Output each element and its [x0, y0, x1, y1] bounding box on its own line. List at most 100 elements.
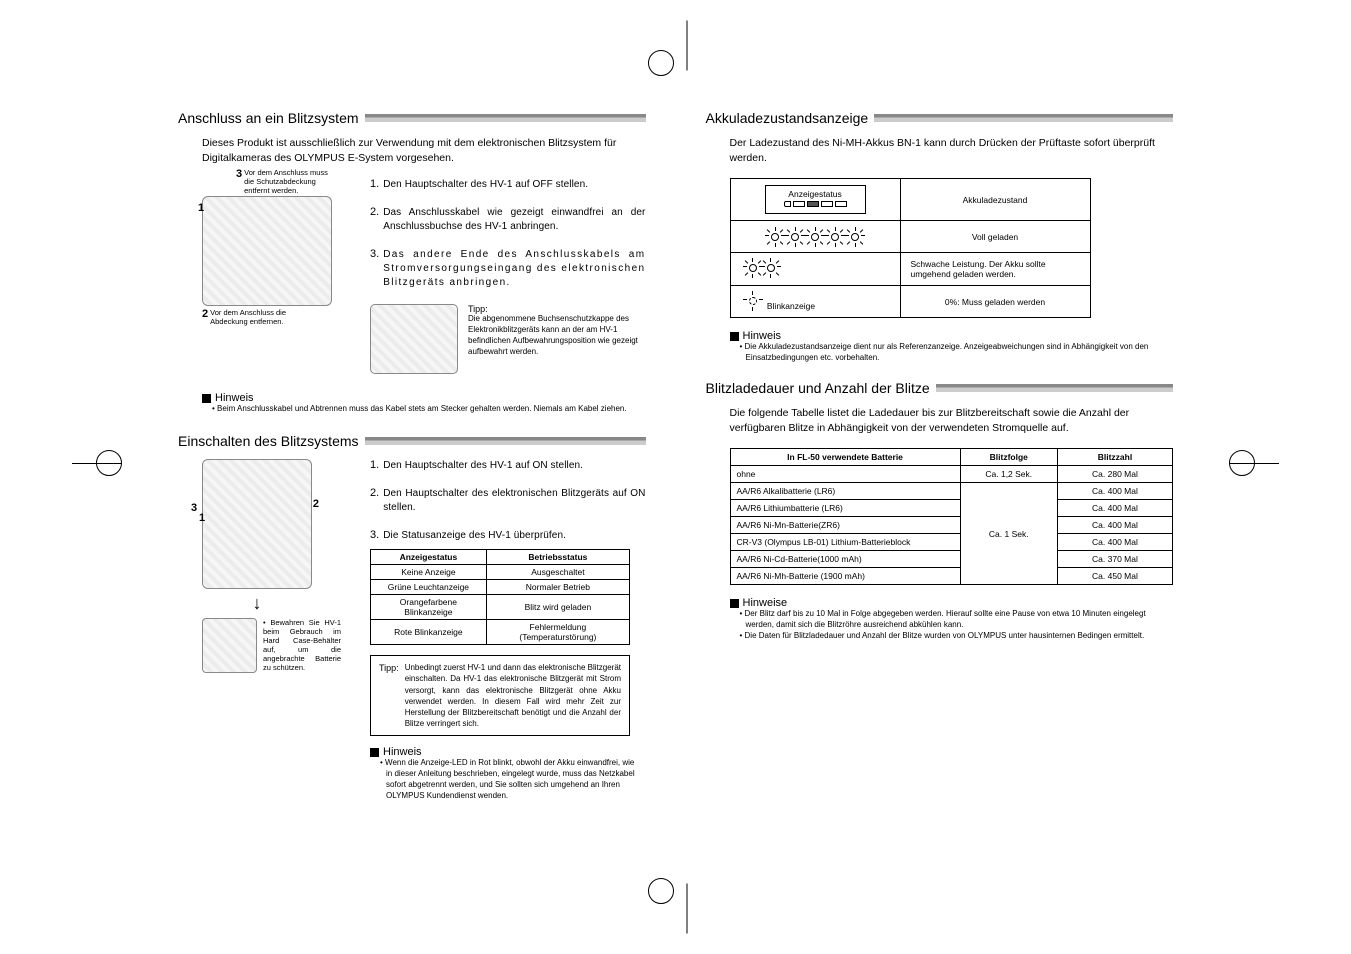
led-icon: [763, 260, 779, 276]
td: Ca. 280 Mal: [1057, 466, 1172, 483]
hinweis-title: Hinweis: [370, 746, 646, 758]
desc-full: Voll geladen: [900, 221, 1090, 253]
section-header: Anschluss an ein Blitzsystem: [178, 110, 646, 126]
section-header: Einschalten des Blitzsystems: [178, 433, 646, 449]
td: Keine Anzeige: [371, 565, 487, 580]
illustration-hv1: 3 1 2: [202, 459, 312, 589]
note-text: Wenn die Anzeige-LED in Rot blinkt, obwo…: [385, 758, 635, 799]
hinweise-title: Hinweise: [730, 597, 1174, 609]
td: CR-V3 (Olympus LB-01) Lithium-Batteriebl…: [730, 534, 960, 551]
step-num: 2.: [370, 487, 379, 515]
note-text: Beim Anschlusskabel und Abtrennen muss d…: [217, 404, 627, 413]
led-blink-icon: [745, 293, 761, 309]
th: Blitzzahl: [1057, 449, 1172, 466]
td: Blitz wird geladen: [486, 595, 629, 620]
tip-illustration: [370, 304, 458, 374]
flash-table: In FL-50 verwendete Batterie Blitzfolge …: [730, 448, 1174, 585]
arrow-down-icon: ↓: [202, 593, 312, 614]
header-label: Anzeigestatus: [784, 189, 847, 199]
step-num: 2.: [370, 206, 379, 234]
td: Ca. 1,2 Sek.: [960, 466, 1057, 483]
td: ohne: [730, 466, 960, 483]
desc-low: Schwache Leistung. Der Akku sollte umgeh…: [900, 253, 1090, 286]
step-text: Den Hauptschalter des HV-1 auf ON stelle…: [383, 459, 583, 473]
note-text: Die Akkuladezustandsanzeige dient nur al…: [745, 342, 1149, 362]
step-text: Das andere Ende des Anschlusskabels am S…: [383, 248, 645, 290]
section-title: Akkuladezustandsanzeige: [706, 110, 869, 126]
right-column: Akkuladezustandsanzeige Der Ladezustand …: [706, 110, 1174, 816]
th: In FL-50 verwendete Batterie: [730, 449, 960, 466]
step-num: 3.: [370, 248, 379, 290]
td: Ca. 400 Mal: [1057, 483, 1172, 500]
battery-indicator-table: Anzeigestatus Akkuladezustand: [730, 178, 1091, 318]
status-table: AnzeigestatusBetriebsstatus Keine Anzeig…: [370, 549, 630, 645]
tip-text: Unbedingt zuerst HV-1 und dann das elekt…: [405, 662, 621, 729]
header-cell: Akkuladezustand: [900, 179, 1090, 221]
td: Rote Blinkanzeige: [371, 620, 487, 645]
led-icon: [807, 229, 823, 245]
tip-text: Die abgenommene Buchsenschutzkappe des E…: [468, 314, 646, 357]
td: Orangefarbene Blinkanzeige: [371, 595, 487, 620]
hinweis-label: Hinweis: [215, 392, 254, 404]
case-note: • Bewahren Sie HV-1 beim Gebrauch im Har…: [263, 618, 341, 672]
section-title: Einschalten des Blitzsystems: [178, 433, 359, 449]
td: Normaler Betrieb: [486, 580, 629, 595]
crop-mark: [96, 450, 122, 476]
intro-text: Die folgende Tabelle listet die Ladedaue…: [730, 406, 1174, 436]
section-bar: [936, 384, 1173, 392]
illustration-placeholder: [202, 196, 332, 306]
step-num: 3.: [370, 529, 379, 543]
label-1: 1: [199, 512, 205, 524]
step-text: Das Anschlusskabel wie gezeigt einwandfr…: [383, 206, 645, 234]
step-text: Die Statusanzeige des HV-1 überprüfen.: [383, 529, 566, 543]
led-icon: [745, 260, 761, 276]
label-2: 2: [313, 498, 319, 510]
th: Anzeigestatus: [371, 550, 487, 565]
td: AA/R6 Lithiumbatterie (LR6): [730, 500, 960, 517]
tip-label: Tipp:: [468, 304, 646, 314]
callout-2-text: Vor dem Anschluss die Abdeckung entferne…: [210, 308, 305, 326]
hinweis-note: • Der Blitz darf bis zu 10 Mal in Folge …: [740, 609, 1174, 631]
led-icon: [827, 229, 843, 245]
callout-1: 1: [198, 202, 204, 214]
status-bar-icon: [784, 201, 847, 207]
hinweis-note: • Beim Anschlusskabel und Abtrennen muss…: [212, 404, 646, 415]
illustration-camera: 3 Vor dem Anschluss muss die Schutzabdec…: [202, 178, 352, 374]
crop-mark: [648, 878, 674, 904]
steps-list: 1.Den Hauptschalter des HV-1 auf OFF ste…: [370, 178, 646, 374]
indicator-blink: Blinkanzeige: [730, 286, 900, 318]
intro-text: Dieses Produkt ist ausschließlich zur Ve…: [202, 136, 646, 166]
header-cell: Anzeigestatus: [730, 179, 900, 221]
desc-empty: 0%: Muss geladen werden: [900, 286, 1090, 318]
td: Ca. 450 Mal: [1057, 568, 1172, 585]
tip-label: Tipp:: [379, 662, 399, 729]
td: AA/R6 Ni-Cd-Batterie(1000 mAh): [730, 551, 960, 568]
td-merged: Ca. 1 Sek.: [960, 483, 1057, 585]
hinweis-title: Hinweis: [202, 392, 646, 404]
hinweis-note: • Die Daten für Blitzladedauer und Anzah…: [740, 631, 1174, 642]
hinweise-label: Hinweise: [743, 597, 788, 609]
led-icon: [767, 229, 783, 245]
td: Ca. 400 Mal: [1057, 500, 1172, 517]
step-text: Den Hauptschalter des elektronischen Bli…: [383, 487, 645, 515]
note-text: Die Daten für Blitzladedauer und Anzahl …: [745, 631, 1145, 640]
td: Ca. 400 Mal: [1057, 517, 1172, 534]
hinweis-title: Hinweis: [730, 330, 1174, 342]
step-text: Den Hauptschalter des HV-1 auf OFF stell…: [383, 178, 588, 192]
crop-mark: [1229, 450, 1255, 476]
td: Ca. 370 Mal: [1057, 551, 1172, 568]
section-header: Akkuladezustandsanzeige: [706, 110, 1174, 126]
section-title: Anschluss an ein Blitzsystem: [178, 110, 359, 126]
callout-3-text: Vor dem Anschluss muss die Schutzabdecku…: [244, 168, 339, 195]
td: AA/R6 Ni-Mh-Batterie (1900 mAh): [730, 568, 960, 585]
callout-2-num: 2: [202, 308, 208, 326]
indicator-full: [730, 221, 900, 253]
td: AA/R6 Ni-Mn-Batterie(ZR6): [730, 517, 960, 534]
led-icon: [787, 229, 803, 245]
section-bar: [365, 114, 646, 122]
case-illustration: [202, 618, 257, 673]
td: Grüne Leuchtanzeige: [371, 580, 487, 595]
indicator-low: [730, 253, 900, 286]
callout-3-num: 3: [236, 168, 242, 195]
section-bar: [365, 437, 646, 445]
